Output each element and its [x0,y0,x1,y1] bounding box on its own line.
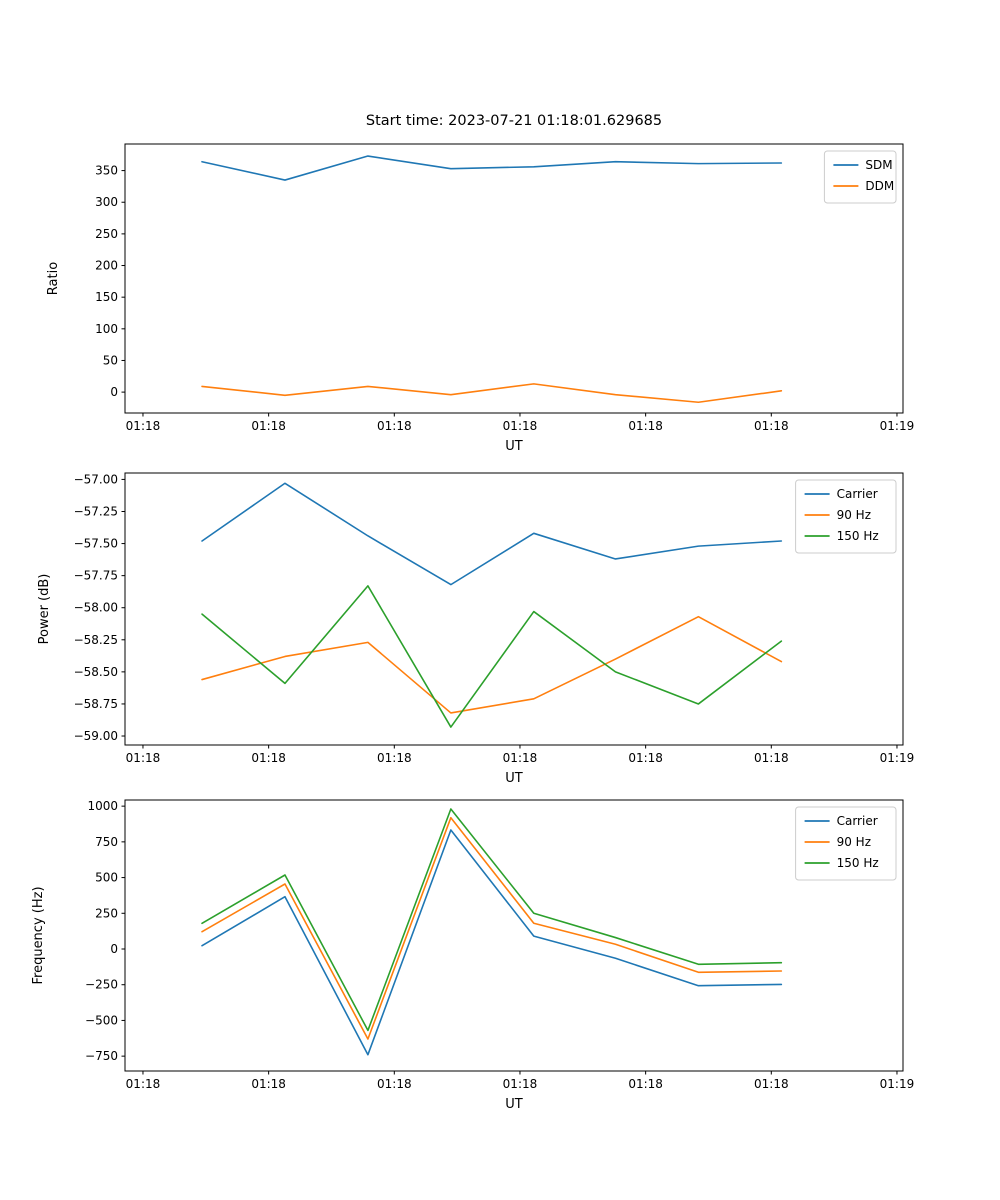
x-axis: 01:18 01:18 01:18 01:18 01:18 01:18 01:19 UT [126,413,915,454]
y-tick-label: 100 [95,322,118,336]
subplot-power: 01:18 01:18 01:18 01:18 01:18 01:18 01:19 UT −57… [37,472,914,786]
x-tick-label: 01:18 [377,751,412,765]
x-tick-label: 01:18 [754,1077,789,1091]
y-tick-label: 50 [103,353,118,367]
y-axis-label: Power (dB) [37,574,52,645]
x-tick-label: 01:18 [503,1077,538,1091]
legend: Carrier 90 Hz 150 Hz [795,479,897,554]
legend: Carrier 90 Hz 150 Hz [795,806,897,881]
y-tick-label: −59.00 [74,729,118,743]
y-axis-label: Ratio [46,262,61,295]
y-tick-label: 500 [95,871,118,885]
y-tick-label: 350 [95,164,118,178]
y-tick-label: −500 [85,1013,118,1027]
plot-border [124,799,904,1072]
legend-label: 90 Hz [837,835,871,849]
y-tick-label: −57.75 [74,569,118,583]
series-line-90-Hz [201,816,783,1040]
x-tick-label: 01:18 [503,419,538,433]
legend-label: Carrier [837,487,878,501]
plot-border [124,472,904,746]
y-tick-label: −58.00 [74,601,118,615]
x-tick-label: 01:19 [880,751,915,765]
y-tick-label: 0 [110,942,118,956]
legend-box [795,806,897,881]
legend-label: DDM [865,179,894,193]
legend-label: 90 Hz [837,508,871,522]
y-tick-label: 250 [95,227,118,241]
y-axis: 1000 750 500 250 0 −250 −500 −750 Frequency (Hz) [31,799,125,1063]
legend-box [795,479,897,554]
x-tick-label: 01:18 [754,419,789,433]
x-tick-label: 01:18 [251,751,286,765]
x-tick-label: 01:18 [628,751,663,765]
series-line-Carrier [201,482,783,586]
legend-label: SDM [865,158,892,172]
x-tick-label: 01:18 [251,419,286,433]
y-tick-label: 250 [95,906,118,920]
x-tick-label: 01:18 [126,751,161,765]
x-axis: 01:18 01:18 01:18 01:18 01:18 01:18 01:19 UT [126,745,915,786]
x-tick-label: 01:19 [880,1077,915,1091]
figure-title: Start time: 2023-07-21 01:18:01.629685 [365,113,663,129]
y-tick-label: 150 [95,290,118,304]
x-tick-label: 01:18 [628,419,663,433]
legend: SDM DDM [823,150,897,204]
y-axis: −57.00 −57.25 −57.50 −57.75 −58.00 −58.25 −58.… [37,472,125,743]
y-tick-label: −58.25 [74,633,118,647]
series-line-DDM [201,383,783,404]
y-tick-label: −750 [85,1049,118,1063]
y-tick-label: −57.25 [74,504,118,518]
x-tick-label: 01:18 [503,751,538,765]
y-tick-label: −250 [85,978,118,992]
y-axis-label: Frequency (Hz) [31,886,46,984]
y-axis: 0 50 100 150 200 250 300 350 Ratio [46,164,125,399]
x-axis: 01:18 01:18 01:18 01:18 01:18 01:18 01:19 UT [126,1071,915,1112]
subplot-ratio: 01:18 01:18 01:18 01:18 01:18 01:18 01:19 UT 0 50… [46,143,915,454]
y-tick-label: 300 [95,195,118,209]
x-tick-label: 01:18 [628,1077,663,1091]
y-tick-label: −58.75 [74,697,118,711]
x-tick-label: 01:18 [377,419,412,433]
x-axis-label: UT [505,771,523,786]
legend-box [823,150,897,204]
legend-label: Carrier [837,814,878,828]
plot-border [124,143,904,414]
series-line-150-Hz [201,585,783,728]
x-axis-label: UT [505,439,523,454]
y-tick-label: 0 [110,385,118,399]
y-tick-label: 750 [95,835,118,849]
x-tick-label: 01:18 [377,1077,412,1091]
legend-label: 150 Hz [837,856,879,870]
x-tick-label: 01:18 [251,1077,286,1091]
subplot-frequency: 01:18 01:18 01:18 01:18 01:18 01:18 01:19 UT 100… [31,799,914,1112]
series-line-Carrier [201,829,783,1056]
x-tick-label: 01:18 [126,419,161,433]
y-tick-label: −57.50 [74,537,118,551]
x-tick-label: 01:18 [754,751,789,765]
series-line-90-Hz [201,615,783,714]
y-tick-label: −57.00 [74,472,118,486]
series-line-150-Hz [201,808,783,1032]
legend-label: 150 Hz [837,529,879,543]
x-tick-label: 01:19 [880,419,915,433]
y-tick-label: 1000 [87,799,118,813]
y-tick-label: 200 [95,259,118,273]
x-axis-label: UT [505,1097,523,1112]
x-tick-label: 01:18 [126,1077,161,1091]
y-tick-label: −58.50 [74,665,118,679]
series-line-SDM [201,155,783,181]
